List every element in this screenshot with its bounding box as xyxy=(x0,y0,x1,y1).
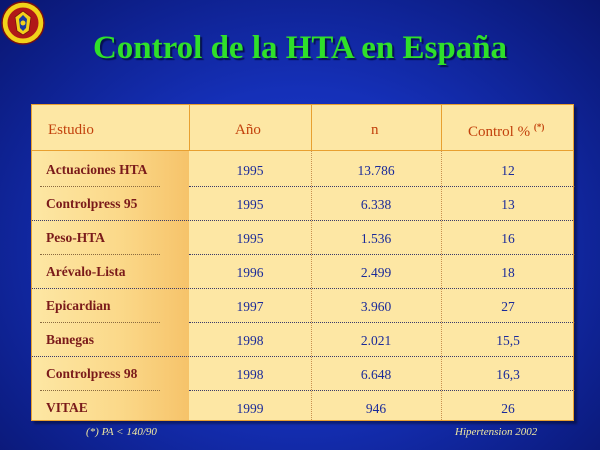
table-row: Actuaciones HTA 1995 13.786 12 xyxy=(32,153,575,187)
cell-n: 3.960 xyxy=(360,299,392,314)
cell-anio: 1996 xyxy=(236,265,264,280)
header-estudio: Estudio xyxy=(48,122,94,138)
row-separator xyxy=(32,220,573,221)
cell-control: 15,5 xyxy=(496,333,520,348)
first-column-shade xyxy=(32,151,189,420)
cell-estudio: Actuaciones HTA xyxy=(46,162,148,177)
cell-n: 13.786 xyxy=(357,163,395,178)
cell-control: 13 xyxy=(501,197,515,212)
table-row: Arévalo-Lista 1996 2.499 18 xyxy=(32,255,573,289)
column-divider xyxy=(311,151,312,420)
row-separator xyxy=(189,390,575,391)
cell-n: 6.648 xyxy=(360,367,392,382)
table-row: VITAE 1999 946 26 xyxy=(32,391,573,425)
column-divider xyxy=(441,151,442,420)
row-separator xyxy=(40,322,160,323)
header-divider xyxy=(441,105,442,151)
header-n: n xyxy=(371,122,379,138)
cell-estudio: VITAE xyxy=(46,400,88,415)
header-anio: Año xyxy=(235,122,261,138)
row-separator xyxy=(40,390,160,391)
crest-logo xyxy=(1,1,45,45)
cell-anio: 1995 xyxy=(236,197,264,212)
header-control-note: (*) xyxy=(533,122,545,132)
cell-control: 27 xyxy=(501,299,515,314)
footnote: (*) PA < 140/90 xyxy=(86,426,157,438)
row-separator xyxy=(40,186,160,187)
row-separator xyxy=(189,186,575,187)
row-separator xyxy=(189,322,575,323)
cell-control: 26 xyxy=(501,401,515,416)
table-row: Peso-HTA 1995 1.536 16 xyxy=(32,221,575,255)
cell-n: 1.536 xyxy=(360,231,392,246)
cell-control: 16,3 xyxy=(496,367,520,382)
cell-estudio: Epicardian xyxy=(46,298,111,313)
cell-control: 18 xyxy=(501,265,515,280)
header-control-label: Control % xyxy=(468,124,531,140)
row-separator xyxy=(32,356,573,357)
cell-estudio: Arévalo-Lista xyxy=(46,264,126,279)
header-control: Control % (*) xyxy=(468,122,544,141)
cell-n: 946 xyxy=(365,401,387,416)
study-table: Estudio Año n Control % (*) Actuaciones … xyxy=(31,104,575,421)
header-divider xyxy=(189,105,190,151)
table-row: Controlpress 98 1998 6.648 16,3 xyxy=(32,357,575,391)
table-header: Estudio Año n Control % (*) xyxy=(32,105,573,151)
cell-estudio: Banegas xyxy=(46,332,95,347)
cell-anio: 1999 xyxy=(236,401,264,416)
source-note: Hipertension 2002 xyxy=(455,426,538,438)
table-row: Banegas 1998 2.021 15,5 xyxy=(32,323,573,357)
cell-n: 2.021 xyxy=(360,333,392,348)
cell-control: 16 xyxy=(501,231,515,246)
table-row: Epicardian 1997 3.960 27 xyxy=(32,289,575,323)
row-separator xyxy=(40,254,160,255)
cell-n: 2.499 xyxy=(360,265,392,280)
cell-estudio: Controlpress 95 xyxy=(46,196,138,211)
row-separator xyxy=(32,288,573,289)
cell-control: 12 xyxy=(501,163,515,178)
cell-anio: 1995 xyxy=(236,163,264,178)
row-separator xyxy=(189,254,575,255)
cell-anio: 1998 xyxy=(236,367,264,382)
table-row: Controlpress 95 1995 6.338 13 xyxy=(32,187,573,221)
cell-n: 6.338 xyxy=(360,197,392,212)
cell-anio: 1998 xyxy=(236,333,264,348)
cell-estudio: Controlpress 98 xyxy=(46,366,138,381)
cell-anio: 1997 xyxy=(236,299,264,314)
cell-estudio: Peso-HTA xyxy=(46,230,105,245)
header-divider xyxy=(311,105,312,151)
page-title: Control de la HTA en España xyxy=(92,30,508,66)
cell-anio: 1995 xyxy=(236,231,264,246)
